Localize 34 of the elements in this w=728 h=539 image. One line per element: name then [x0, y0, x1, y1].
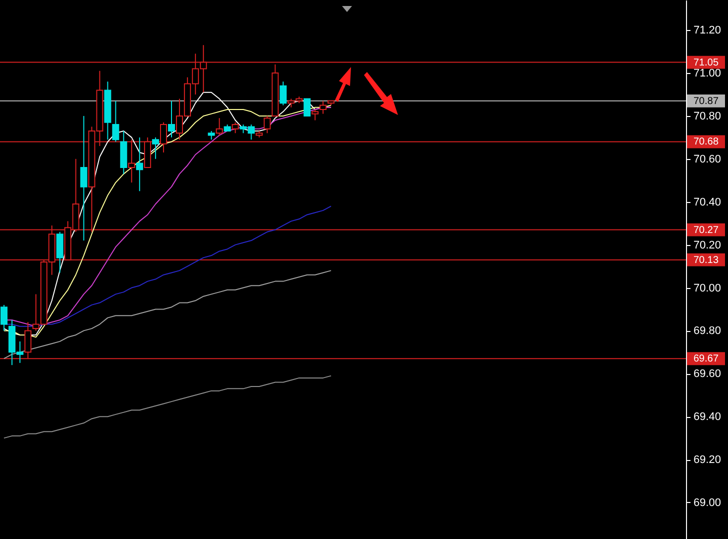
candlestick	[304, 98, 311, 116]
y-tick-label: 69.60	[694, 368, 722, 380]
y-tick-label: 69.00	[694, 496, 722, 509]
y-tick-label: 71.20	[694, 24, 722, 37]
candlestick	[312, 109, 319, 121]
y-tick-label: 70.20	[694, 239, 722, 252]
y-tick-label: 70.00	[694, 282, 722, 294]
ref-line-label: 71.05	[693, 57, 719, 68]
candlestick	[152, 136, 160, 160]
candlestick	[56, 231, 64, 274]
ref-line-label: 69.67	[693, 354, 719, 365]
candlestick	[232, 122, 239, 134]
y-tick-label: 69.80	[694, 325, 722, 338]
y-tick-label: 70.60	[694, 153, 722, 166]
candlestick	[264, 115, 271, 134]
candlestick	[280, 81, 287, 106]
ref-line-label: 70.68	[693, 136, 719, 148]
candlestick	[80, 115, 88, 242]
y-tick-label: 69.20	[694, 454, 722, 466]
candlestick	[112, 100, 120, 142]
y-tick-label: 69.40	[694, 411, 722, 424]
line-series	[3, 375, 332, 439]
line-series	[3, 270, 332, 360]
y-tick-label: 70.40	[694, 196, 722, 208]
ref-line-label: 70.13	[693, 254, 719, 266]
ref-line-label: 70.27	[693, 224, 719, 236]
candlestick	[216, 118, 223, 136]
ref-line-label: 70.87	[693, 96, 719, 107]
candlestick	[136, 136, 144, 192]
y-tick-label: 70.80	[694, 110, 722, 122]
y-tick-label: 71.00	[694, 68, 722, 80]
candlestick	[0, 304, 8, 332]
candlestick	[320, 100, 327, 114]
candlestick	[168, 100, 175, 138]
